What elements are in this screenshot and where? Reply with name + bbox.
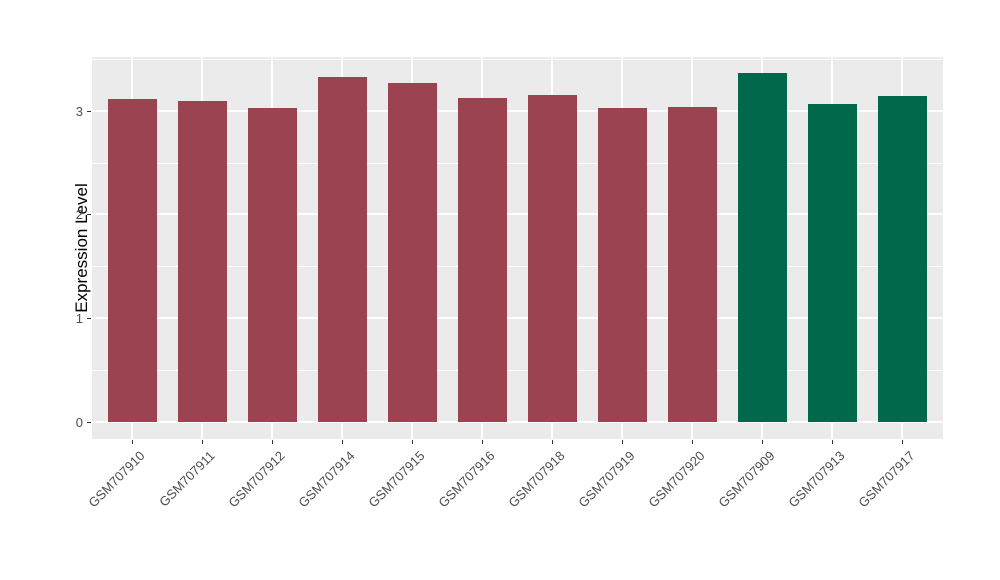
gridline-minor-y-1.5	[92, 266, 943, 268]
x-tick-mark-GSM707915	[412, 440, 414, 444]
x-tick-label-GSM707913: GSM707913	[785, 448, 848, 511]
bar-GSM707909	[737, 73, 787, 422]
x-tick-mark-GSM707913	[832, 440, 834, 444]
y-tick-label-2: 2	[75, 207, 83, 223]
bar-GSM707915	[387, 82, 437, 422]
bar-GSM707912	[247, 107, 297, 422]
bar-GSM707917	[877, 96, 927, 422]
bar-GSM707910	[107, 99, 157, 422]
x-tick-label-GSM707909: GSM707909	[715, 448, 778, 511]
x-tick-mark-GSM707910	[132, 440, 134, 444]
x-tick-label-GSM707914: GSM707914	[295, 448, 358, 511]
x-tick-mark-GSM707912	[272, 440, 274, 444]
bar-GSM707913	[807, 104, 857, 422]
y-tick-label-3: 3	[75, 103, 83, 119]
plot-panel	[92, 57, 943, 439]
x-tick-mark-GSM707920	[692, 440, 694, 444]
x-tick-label-GSM707918: GSM707918	[505, 448, 568, 511]
x-tick-mark-GSM707909	[762, 440, 764, 444]
gridline-major-y-1	[92, 317, 943, 320]
x-tick-mark-GSM707914	[342, 440, 344, 444]
x-tick-mark-GSM707917	[902, 440, 904, 444]
x-tick-label-GSM707920: GSM707920	[645, 448, 708, 511]
gridline-major-y-0	[92, 421, 943, 423]
x-tick-label-GSM707919: GSM707919	[575, 448, 638, 511]
gridline-minor-y-0.5	[92, 370, 943, 372]
bar-GSM707920	[667, 106, 717, 422]
y-tick-mark-0	[87, 422, 91, 423]
x-tick-mark-GSM707911	[202, 440, 204, 444]
y-tick-mark-2	[87, 214, 91, 216]
gridline-major-y-3	[92, 109, 943, 112]
y-tick-mark-1	[87, 318, 91, 320]
x-tick-label-GSM707911: GSM707911	[156, 448, 218, 510]
bar-GSM707916	[457, 98, 507, 422]
x-tick-label-GSM707912: GSM707912	[225, 448, 288, 511]
y-tick-mark-3	[87, 110, 91, 112]
bar-GSM707919	[597, 107, 647, 422]
gridline-minor-y-3.5	[92, 58, 943, 60]
x-tick-label-GSM707910: GSM707910	[85, 448, 148, 511]
bar-GSM707918	[527, 95, 577, 422]
bar-GSM707914	[317, 77, 367, 422]
x-tick-label-GSM707917: GSM707917	[855, 448, 918, 511]
bar-GSM707911	[177, 101, 227, 422]
y-tick-label-0: 0	[75, 415, 83, 430]
x-tick-mark-GSM707918	[552, 440, 554, 444]
gridline-major-y-2	[92, 213, 943, 216]
y-tick-label-1: 1	[75, 311, 83, 327]
x-tick-mark-GSM707919	[622, 440, 624, 444]
x-tick-label-GSM707916: GSM707916	[435, 448, 498, 511]
x-tick-label-GSM707915: GSM707915	[365, 448, 428, 511]
gridline-minor-y-2.5	[92, 162, 943, 164]
y-axis-title: Expression Level	[72, 183, 91, 313]
x-tick-mark-GSM707916	[482, 440, 484, 444]
